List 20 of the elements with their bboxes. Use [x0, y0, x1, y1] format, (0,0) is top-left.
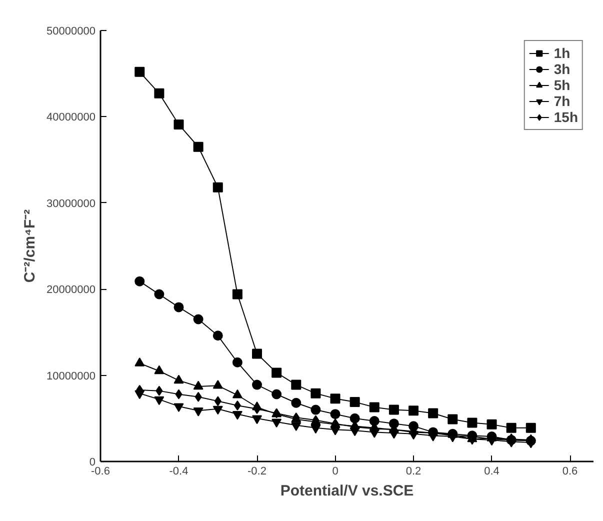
- x-tick-label: 0.6: [562, 466, 578, 478]
- y-tick-label: 10000000: [46, 370, 96, 382]
- x-tick-label: 0: [332, 466, 338, 478]
- y-tick-label: 20000000: [46, 284, 96, 296]
- legend-label: 1h: [554, 45, 572, 61]
- y-axis-title: C⁻²/cm⁴F⁻²: [22, 209, 39, 283]
- y-tick-label: 50000000: [46, 26, 96, 38]
- y-tick-label: 0: [89, 456, 96, 468]
- x-axis-title: Potential/V vs.SCE: [280, 482, 414, 500]
- x-tick-label: -0.6: [91, 466, 110, 478]
- legend-label: 15h: [554, 109, 578, 125]
- x-tick-label: 0.4: [484, 466, 500, 478]
- x-tick-label: -0.2: [248, 466, 266, 478]
- legend-label: 5h: [554, 77, 572, 93]
- y-tick-label: 30000000: [46, 198, 96, 210]
- legend-label: 7h: [554, 93, 572, 109]
- y-tick-label: 40000000: [46, 112, 96, 124]
- x-tick-label: 0.2: [406, 466, 422, 478]
- legend-label: 3h: [554, 61, 572, 77]
- x-tick-label: -0.4: [169, 466, 188, 478]
